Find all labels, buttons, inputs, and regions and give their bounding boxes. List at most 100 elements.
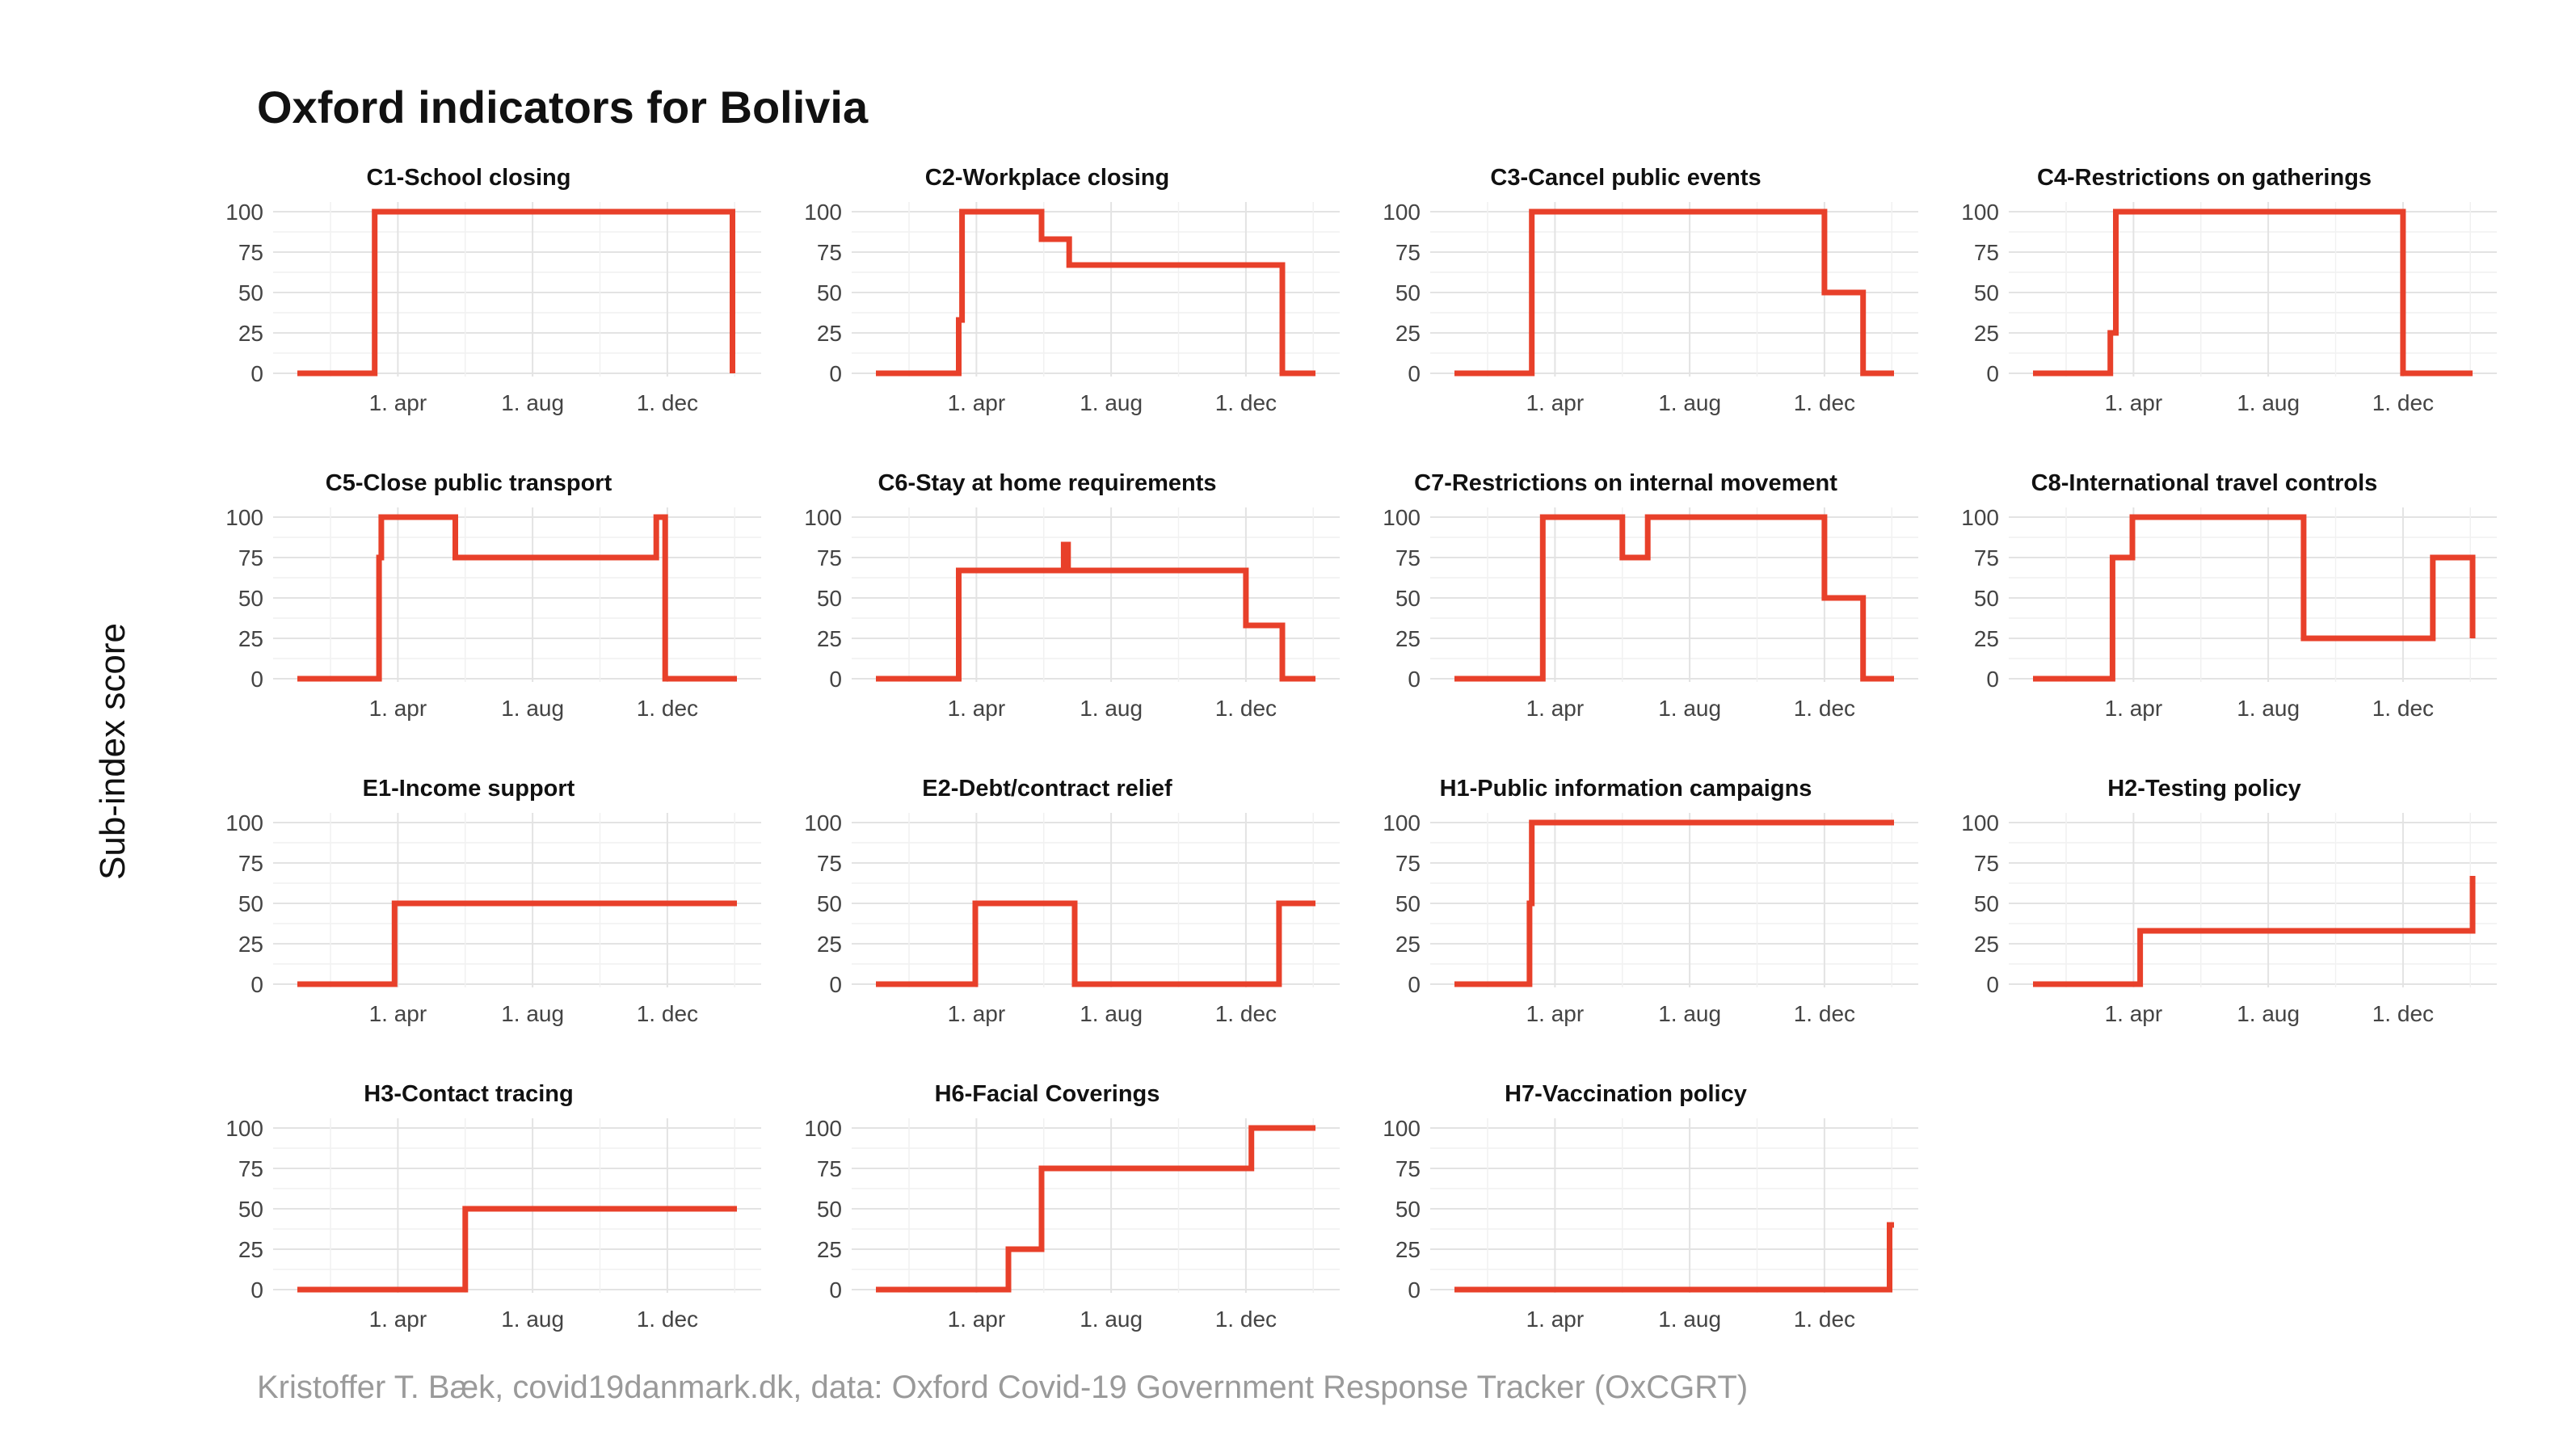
- x-tick-label: 1. aug: [2237, 390, 2300, 415]
- y-tick-label: 0: [250, 972, 263, 997]
- x-tick-label: 1. dec: [1215, 390, 1277, 415]
- panel-title: C6-Stay at home requirements: [878, 470, 1217, 496]
- x-tick-label: 1. aug: [501, 1001, 564, 1026]
- panel-c3: C3-Cancel public events 0 25 50 75 100 1. apr 1…: [1343, 162, 1918, 452]
- x-tick-label: 1. aug: [1658, 696, 1721, 721]
- panel-plot: 0 25 50 75 100 1. apr 1. aug 1. dec: [1383, 1116, 1918, 1332]
- panel-plot: 0 25 50 75 100 1. apr 1. aug 1. dec: [1383, 200, 1918, 415]
- y-tick-label: 100: [225, 505, 263, 530]
- x-tick-label: 1. apr: [369, 1307, 427, 1332]
- y-tick-label: 100: [804, 810, 842, 835]
- y-tick-label: 50: [1974, 280, 1999, 305]
- panel-title: H7-Vaccination policy: [1505, 1081, 1747, 1107]
- y-tick-label: 100: [804, 1116, 842, 1141]
- x-tick-label: 1. dec: [637, 1307, 698, 1332]
- x-tick-label: 1. apr: [948, 1307, 1006, 1332]
- y-tick-label: 100: [1961, 810, 1999, 835]
- y-tick-label: 100: [1961, 200, 1999, 225]
- x-tick-label: 1. apr: [2105, 696, 2163, 721]
- x-tick-label: 1. apr: [948, 1001, 1006, 1026]
- x-tick-label: 1. apr: [2105, 390, 2163, 415]
- y-tick-label: 75: [817, 240, 842, 265]
- y-tick-label: 100: [804, 200, 842, 225]
- y-tick-label: 50: [817, 1197, 842, 1222]
- y-tick-label: 25: [1974, 626, 1999, 651]
- y-tick-label: 25: [238, 932, 263, 957]
- panel-c4: C4-Restrictions on gatherings 0 25 50 75 100 1…: [1921, 162, 2497, 452]
- y-tick-label: 100: [225, 810, 263, 835]
- panel-e2: E2-Debt/contract relief 0 25 50 75 100 1. apr 1…: [764, 772, 1340, 1063]
- y-tick-label: 50: [1974, 586, 1999, 611]
- panel-title: C3-Cancel public events: [1490, 165, 1762, 191]
- y-tick-label: 0: [250, 1277, 263, 1303]
- x-tick-label: 1. apr: [1526, 1001, 1585, 1026]
- x-tick-label: 1. dec: [2372, 390, 2434, 415]
- y-tick-label: 50: [238, 1197, 263, 1222]
- y-tick-label: 0: [1408, 1277, 1421, 1303]
- y-tick-label: 75: [817, 545, 842, 570]
- y-tick-label: 50: [1395, 586, 1421, 611]
- panel-h7: H7-Vaccination policy 0 25 50 75 100 1. apr 1. …: [1343, 1078, 1918, 1369]
- x-tick-label: 1. dec: [637, 390, 698, 415]
- x-tick-label: 1. aug: [1658, 1001, 1721, 1026]
- x-tick-label: 1. aug: [501, 696, 564, 721]
- series-line: [2033, 514, 2476, 682]
- series-line: [1454, 819, 1894, 987]
- panel-c1: C1-School closing 0 25 50 75 100 1. apr 1. aug 1…: [186, 162, 761, 452]
- x-tick-label: 1. dec: [1215, 1307, 1277, 1332]
- x-tick-label: 1. aug: [1080, 1001, 1143, 1026]
- panel-c7: C7-Restrictions on internal movement 0 25 5…: [1343, 467, 1918, 758]
- x-tick-label: 1. dec: [1794, 1307, 1855, 1332]
- x-tick-label: 1. aug: [1658, 1307, 1721, 1332]
- panel-title: C4-Restrictions on gatherings: [2036, 165, 2372, 191]
- x-tick-label: 1. dec: [1794, 1001, 1855, 1026]
- x-tick-label: 1. apr: [948, 390, 1006, 415]
- series-line: [297, 1206, 737, 1293]
- y-tick-label: 100: [225, 200, 263, 225]
- series-line: [876, 900, 1315, 987]
- x-tick-label: 1. aug: [501, 390, 564, 415]
- panel-title: C8-International travel controls: [2031, 470, 2378, 496]
- panel-title: H6-Facial Coverings: [934, 1081, 1160, 1107]
- panel-e1: E1-Income support 0 25 50 75 100 1. apr 1. aug 1…: [186, 772, 761, 1063]
- y-tick-label: 25: [238, 321, 263, 346]
- y-tick-label: 50: [238, 586, 263, 611]
- y-tick-label: 0: [829, 361, 842, 386]
- chart-title: Oxford indicators for Bolivia: [257, 82, 869, 133]
- y-tick-label: 50: [1974, 891, 1999, 916]
- panel-plot: 0 25 50 75 100 1. apr 1. aug 1. dec: [804, 810, 1340, 1026]
- x-tick-label: 1. aug: [1080, 390, 1143, 415]
- series-line: [297, 900, 737, 987]
- y-tick-label: 0: [829, 972, 842, 997]
- panel-c8: C8-International travel controls 0 25 50 75 1…: [1921, 467, 2497, 758]
- x-tick-label: 1. aug: [1658, 390, 1721, 415]
- y-tick-label: 0: [1986, 667, 1999, 692]
- y-tick-label: 75: [238, 545, 263, 570]
- x-tick-label: 1. apr: [369, 696, 427, 721]
- x-tick-label: 1. dec: [1794, 696, 1855, 721]
- y-tick-label: 100: [225, 1116, 263, 1141]
- y-tick-label: 75: [1395, 1156, 1421, 1181]
- y-tick-label: 25: [238, 1237, 263, 1262]
- x-tick-label: 1. dec: [637, 696, 698, 721]
- panel-plot: 0 25 50 75 100 1. apr 1. aug 1. dec: [1383, 505, 1918, 721]
- y-tick-label: 75: [238, 1156, 263, 1181]
- panel-plot: 0 25 50 75 100 1. apr 1. aug 1. dec: [225, 200, 761, 415]
- panel-plot: 0 25 50 75 100 1. apr 1. aug 1. dec: [804, 1116, 1340, 1332]
- series-line: [1454, 1222, 1894, 1293]
- x-tick-label: 1. aug: [1080, 696, 1143, 721]
- panel-plot: 0 25 50 75 100 1. apr 1. aug 1. dec: [1961, 810, 2497, 1026]
- panel-h3: H3-Contact tracing 0 25 50 75 100 1. apr 1. aug…: [186, 1078, 761, 1369]
- y-tick-label: 25: [1974, 932, 1999, 957]
- y-tick-label: 50: [1395, 1197, 1421, 1222]
- panel-title: C5-Close public transport: [325, 470, 612, 496]
- x-tick-label: 1. dec: [2372, 696, 2434, 721]
- series-line: [1454, 208, 1894, 377]
- y-tick-label: 50: [817, 280, 842, 305]
- x-tick-label: 1. dec: [637, 1001, 698, 1026]
- panel-title: H3-Contact tracing: [364, 1081, 574, 1107]
- x-tick-label: 1. apr: [1526, 390, 1585, 415]
- panel-plot: 0 25 50 75 100 1. apr 1. aug 1. dec: [1961, 200, 2497, 415]
- panel-title: H2-Testing policy: [2107, 776, 2301, 802]
